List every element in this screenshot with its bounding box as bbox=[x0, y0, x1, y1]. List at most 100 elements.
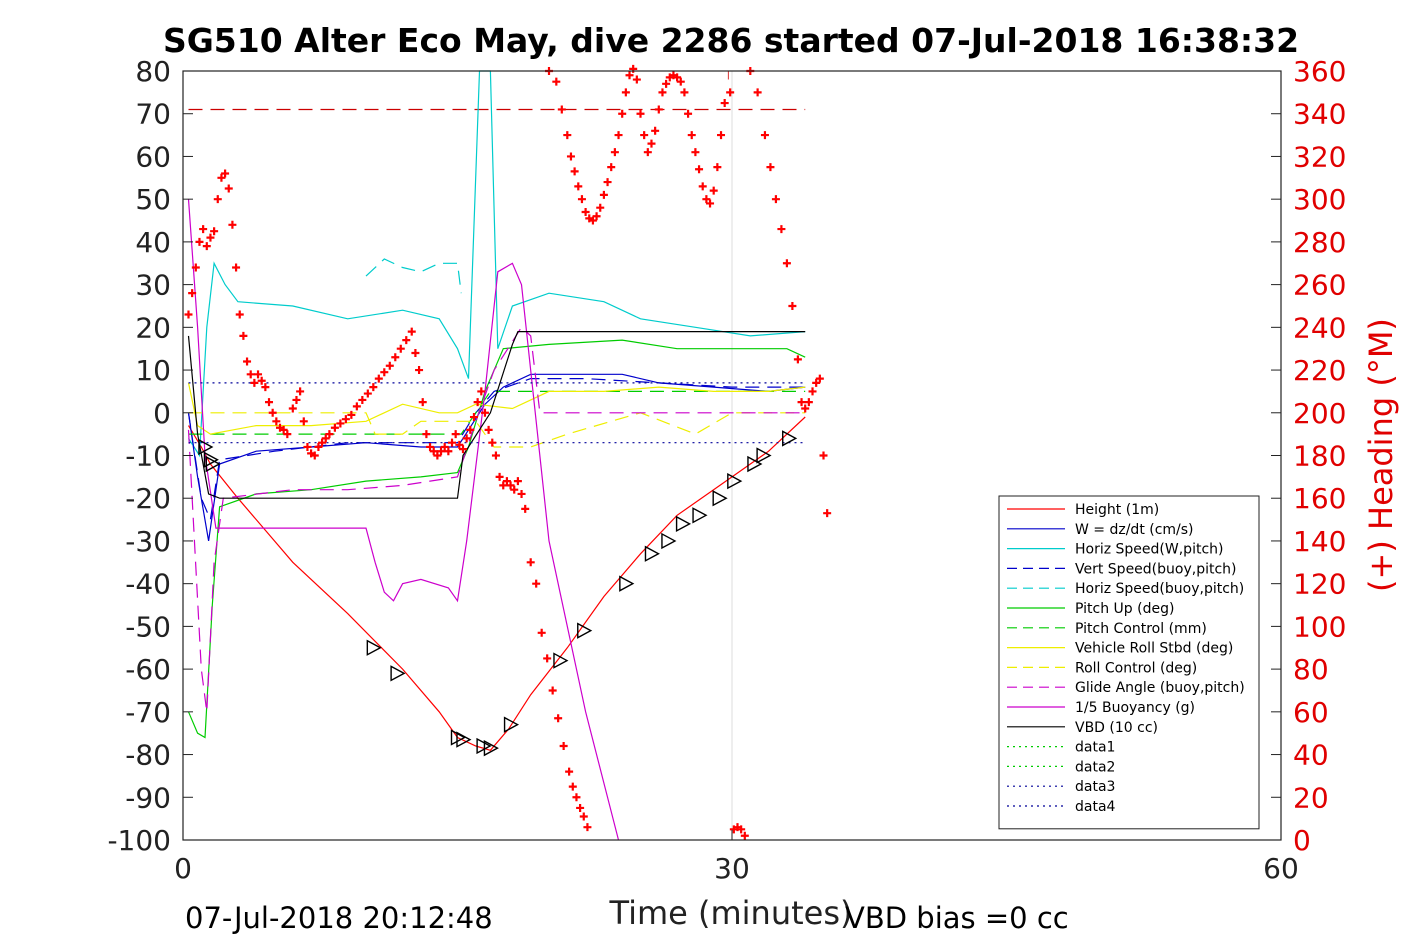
heading-point-164 bbox=[815, 374, 824, 383]
heading-point-122 bbox=[640, 131, 649, 140]
turn-marker-2 bbox=[205, 455, 221, 473]
heading-point-162 bbox=[808, 387, 817, 396]
heading-point-50 bbox=[391, 353, 400, 362]
turn-marker-7 bbox=[476, 737, 492, 755]
heading-point-127 bbox=[658, 88, 667, 97]
heading-point-94 bbox=[572, 793, 581, 802]
turn-marker-17 bbox=[712, 490, 728, 507]
heading-point-0 bbox=[184, 310, 193, 319]
heading-point-53 bbox=[407, 327, 416, 336]
left-tick-label-3: 50 bbox=[135, 183, 171, 216]
heading-point-49 bbox=[385, 361, 394, 370]
heading-point-103 bbox=[570, 167, 579, 176]
heading-point-143 bbox=[717, 131, 726, 140]
heading-point-9 bbox=[217, 173, 226, 182]
left-tick-label-2: 60 bbox=[135, 140, 171, 173]
heading-point-110 bbox=[596, 203, 605, 212]
turn-marker-10 bbox=[553, 652, 569, 669]
turn-marker-13 bbox=[644, 545, 660, 562]
heading-point-36 bbox=[318, 438, 327, 447]
heading-point-125 bbox=[651, 126, 660, 135]
heading-point-16 bbox=[243, 357, 252, 366]
heading-point-26 bbox=[279, 425, 288, 434]
turn-marker-19 bbox=[747, 455, 763, 473]
heading-point-68 bbox=[462, 434, 471, 443]
heading-point-92 bbox=[565, 767, 574, 776]
heading-point-65 bbox=[451, 430, 460, 439]
heading-point-43 bbox=[352, 402, 361, 411]
heading-point-108 bbox=[588, 216, 597, 225]
heading-point-135 bbox=[687, 131, 696, 140]
right-tick-label-3: 300 bbox=[1293, 183, 1346, 216]
series-line-0 bbox=[187, 416, 806, 751]
series-line-2 bbox=[187, 70, 806, 458]
heading-point-112 bbox=[603, 178, 612, 187]
heading-point-104 bbox=[574, 182, 583, 191]
heading-point-32 bbox=[303, 442, 312, 451]
heading-point-19 bbox=[254, 370, 263, 379]
heading-point-76 bbox=[491, 451, 500, 460]
left-tick-label-13: -50 bbox=[125, 610, 171, 643]
right-tick-label-13: 100 bbox=[1293, 610, 1346, 643]
heading-point-109 bbox=[592, 212, 601, 221]
heading-point-22 bbox=[265, 398, 274, 407]
right-tick-label-15: 60 bbox=[1293, 696, 1329, 729]
turn-marker-18 bbox=[727, 472, 743, 490]
legend-label-0: Height (1m) bbox=[1075, 502, 1159, 518]
legend-label-7: Vehicle Roll Stbd (deg) bbox=[1075, 641, 1233, 657]
heading-point-93 bbox=[568, 782, 577, 791]
heading-point-52 bbox=[402, 336, 411, 345]
heading-point-8 bbox=[213, 195, 222, 204]
legend-label-15: data4 bbox=[1075, 799, 1116, 815]
heading-point-63 bbox=[444, 447, 453, 456]
heading-point-166 bbox=[823, 509, 832, 518]
heading-point-44 bbox=[358, 395, 367, 404]
turn-marker-9 bbox=[503, 716, 520, 733]
right-tick-label-10: 160 bbox=[1293, 482, 1346, 515]
right-tick-label-7: 220 bbox=[1293, 354, 1346, 387]
heading-point-46 bbox=[369, 383, 378, 392]
turn-marker-16 bbox=[692, 507, 708, 524]
turn-marker-20 bbox=[756, 447, 772, 464]
heading-point-47 bbox=[374, 374, 383, 383]
x-axis: 0 30 60 bbox=[174, 830, 1299, 885]
x-axis-label: Time (minutes) bbox=[609, 894, 853, 932]
heading-point-131 bbox=[673, 73, 682, 82]
heading-point-120 bbox=[632, 75, 641, 84]
heading-point-152 bbox=[760, 131, 769, 140]
heading-point-69 bbox=[466, 425, 475, 434]
heading-point-114 bbox=[610, 148, 619, 157]
left-tick-label-16: -80 bbox=[125, 739, 171, 772]
heading-point-165 bbox=[819, 451, 828, 460]
heading-point-105 bbox=[577, 195, 586, 204]
turn-marker-1 bbox=[203, 451, 219, 468]
legend-label-12: data1 bbox=[1075, 740, 1115, 756]
heading-point-75 bbox=[488, 438, 497, 447]
series-line-10 bbox=[187, 199, 620, 841]
heading-point-54 bbox=[411, 348, 420, 357]
turn-marker-6 bbox=[456, 731, 472, 748]
heading-point-136 bbox=[691, 148, 700, 157]
right-tick-label-4: 280 bbox=[1293, 226, 1346, 259]
heading-point-99 bbox=[552, 77, 561, 86]
turn-marker-21 bbox=[782, 430, 798, 447]
left-tick-label-12: -40 bbox=[125, 568, 171, 601]
heading-point-161 bbox=[804, 398, 813, 407]
left-axis: 80 70 60 50 40 30 20 10 0 -10 -20 -30 -40 -50 -60 -70 -8… bbox=[107, 55, 193, 857]
turn-marker-3 bbox=[366, 639, 382, 656]
heading-point-106 bbox=[581, 207, 590, 216]
series-group bbox=[187, 70, 806, 841]
heading-point-102 bbox=[566, 152, 575, 161]
right-tick-label-8: 200 bbox=[1293, 397, 1346, 430]
turn-marker-0 bbox=[198, 438, 214, 456]
heading-point-144 bbox=[720, 99, 729, 108]
heading-point-55 bbox=[415, 366, 424, 375]
legend-label-9: Glide Angle (buoy,pitch) bbox=[1075, 680, 1245, 696]
series-line-11 bbox=[187, 331, 806, 499]
heading-point-95 bbox=[576, 803, 585, 812]
legend-label-13: data2 bbox=[1075, 759, 1115, 775]
heading-point-116 bbox=[618, 109, 627, 118]
heading-point-138 bbox=[698, 182, 707, 191]
heading-point-58 bbox=[426, 442, 435, 451]
